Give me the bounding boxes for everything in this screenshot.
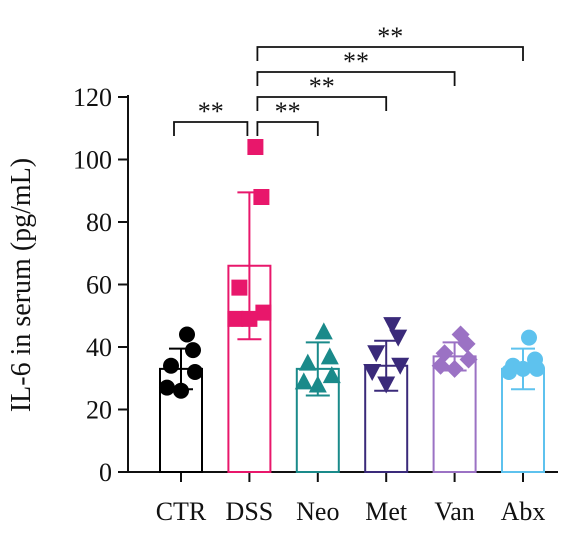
data-point: [431, 356, 450, 375]
significance-label: **: [377, 22, 403, 51]
data-point: [247, 139, 264, 155]
x-tick-label: Van: [434, 497, 474, 526]
y-tick-label: 80: [86, 208, 112, 237]
data-point: [322, 366, 341, 384]
significance-bracket: [256, 46, 524, 61]
significance-label: **: [198, 97, 224, 126]
y-tick-label: 100: [73, 146, 112, 175]
x-tick-label: DSS: [226, 497, 274, 526]
significance-bracket: [256, 121, 319, 136]
x-tick-label: Met: [365, 497, 408, 526]
data-point: [529, 360, 545, 377]
x-tick-label: CTR: [156, 497, 207, 526]
data-point: [173, 382, 189, 399]
data-point: [187, 364, 203, 380]
significance-label: **: [343, 47, 369, 76]
significance-bracket: [173, 121, 249, 136]
axes: 0 20 40 60 80 100 120 CTR DSS Neo Met Van Abx: [73, 83, 558, 526]
data-point: [457, 334, 476, 353]
x-tick-label: Abx: [501, 497, 546, 526]
data-point: [294, 372, 313, 390]
data-point: [383, 317, 402, 335]
y-axis-label: IL-6 in serum (pg/mL): [6, 158, 37, 412]
data-point: [298, 353, 317, 371]
y-tick-label: 60: [86, 271, 112, 300]
data-point: [459, 350, 478, 369]
significance-label: **: [275, 97, 301, 126]
data-point: [227, 310, 244, 327]
data-point: [179, 326, 195, 343]
y-tick-label: 120: [73, 83, 112, 112]
bars: [159, 191, 545, 473]
significance-label: **: [309, 72, 335, 101]
data-point: [363, 364, 382, 381]
data-point: [255, 304, 272, 321]
data-point: [241, 310, 258, 327]
data-point: [367, 345, 386, 363]
data-point: [231, 279, 248, 296]
data-point: [391, 357, 410, 375]
data-point: [159, 379, 175, 396]
y-tick-label: 20: [86, 396, 112, 425]
data-point: [253, 189, 270, 205]
y-tick-label: 0: [99, 458, 112, 487]
data-points: [159, 139, 545, 399]
data-point: [377, 376, 396, 394]
y-tick-label: 40: [86, 333, 112, 362]
data-point: [314, 322, 333, 340]
data-point: [445, 359, 464, 378]
data-point: [515, 360, 531, 377]
significance-bracket: [256, 71, 456, 86]
data-point: [521, 329, 537, 346]
data-point: [501, 364, 517, 380]
significance-brackets: ** ** ** ** **: [173, 22, 524, 136]
significance-bracket: [256, 96, 388, 111]
data-point: [185, 342, 201, 359]
data-point: [320, 347, 339, 365]
data-point: [163, 357, 179, 374]
data-point: [389, 329, 408, 347]
data-point: [308, 375, 327, 393]
x-tick-label: Neo: [296, 497, 339, 526]
